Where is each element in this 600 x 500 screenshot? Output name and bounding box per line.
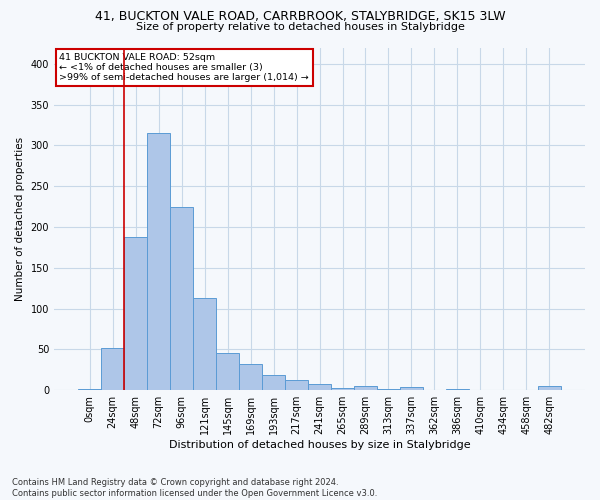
Bar [400,387,423,390]
Text: Contains HM Land Registry data © Crown copyright and database right 2024.
Contai: Contains HM Land Registry data © Crown c… [12,478,377,498]
Bar [285,380,308,390]
Bar [216,352,239,390]
Text: Size of property relative to detached houses in Stalybridge: Size of property relative to detached ho… [136,22,464,32]
Bar [193,298,216,390]
Text: 41 BUCKTON VALE ROAD: 52sqm
← <1% of detached houses are smaller (3)
>99% of sem: 41 BUCKTON VALE ROAD: 52sqm ← <1% of det… [59,52,309,82]
Y-axis label: Number of detached properties: Number of detached properties [15,137,25,301]
Bar [262,374,285,390]
Bar [377,388,400,390]
Bar [308,384,331,390]
Text: 41, BUCKTON VALE ROAD, CARRBROOK, STALYBRIDGE, SK15 3LW: 41, BUCKTON VALE ROAD, CARRBROOK, STALYB… [95,10,505,23]
Bar [331,388,354,390]
X-axis label: Distribution of detached houses by size in Stalybridge: Distribution of detached houses by size … [169,440,470,450]
Bar [170,206,193,390]
Bar [538,386,561,390]
Bar [101,348,124,390]
Bar [78,388,101,390]
Bar [239,364,262,390]
Bar [124,237,147,390]
Bar [147,133,170,390]
Bar [354,386,377,390]
Bar [446,388,469,390]
